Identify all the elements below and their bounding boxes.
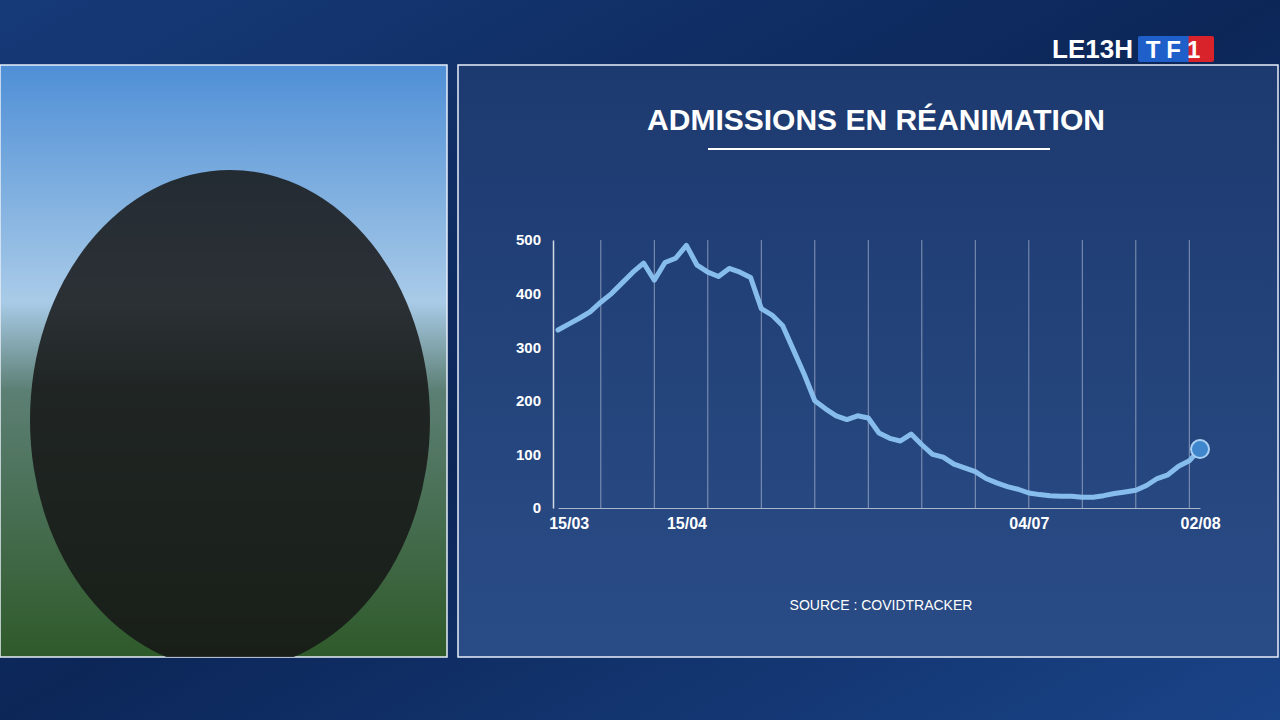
grid-line-x — [1082, 240, 1083, 508]
x-tick: 15/04 — [667, 508, 707, 532]
source-note: SOURCE : COVIDTRACKER — [790, 597, 973, 613]
y-tick-label: 200 — [516, 392, 541, 409]
plot-area — [558, 245, 1209, 497]
y-tick: 100 — [516, 446, 553, 463]
chart-title: ADMISSIONS EN RÉANIMATION — [647, 103, 1105, 136]
x-tick-label: 04/07 — [1009, 515, 1049, 532]
logo-box — [1138, 36, 1214, 62]
logo: LE13H TF1 — [1052, 34, 1214, 64]
grid-line-x — [600, 240, 601, 508]
y-tick-label: 100 — [516, 446, 541, 463]
grid-line-x — [814, 240, 815, 508]
x-axis: 15/03 15/04 04/07 02/08 — [549, 508, 1220, 532]
x-tick: 02/08 — [1180, 508, 1220, 532]
grid-line-x — [975, 240, 976, 508]
end-dot — [1191, 440, 1209, 458]
y-tick: 0 — [533, 499, 553, 516]
grid — [601, 240, 1190, 508]
channel-name: TF1 — [1146, 36, 1207, 63]
x-tick-label: 02/08 — [1180, 515, 1220, 532]
y-tick-label: 0 — [533, 499, 541, 516]
chart-panel — [458, 65, 1278, 657]
x-axis-line — [559, 508, 1201, 509]
y-tick-label: 500 — [516, 231, 541, 248]
grid-line-x — [868, 240, 869, 508]
grid-line-x — [707, 240, 708, 508]
y-tick-label: 400 — [516, 285, 541, 302]
program-name: LE13H — [1052, 34, 1133, 64]
y-tick: 300 — [516, 339, 553, 356]
x-tick: 15/03 — [549, 508, 589, 532]
y-tick: 400 — [516, 285, 553, 302]
page: LE13H TF1 ADMISSIONS EN RÉANIMATION 0 100 200… — [0, 0, 1280, 720]
title-underline — [708, 148, 1050, 150]
x-tick: 04/07 — [1009, 508, 1049, 532]
y-tick: 500 — [516, 231, 553, 248]
grid-line-x — [1028, 240, 1029, 508]
y-axis: 0 100 200 300 400 500 — [516, 231, 554, 516]
x-tick-label: 15/04 — [667, 515, 707, 532]
grid-line-x — [921, 240, 922, 508]
x-tick-label: 15/03 — [549, 515, 589, 532]
grid-line-x — [761, 240, 762, 508]
grid-line-x — [1189, 240, 1190, 508]
y-axis-line — [553, 241, 555, 509]
grid-line-x — [1135, 240, 1136, 508]
series-line — [558, 245, 1200, 497]
presenter-silhouette — [30, 170, 430, 657]
y-tick-label: 300 — [516, 339, 541, 356]
background — [0, 0, 1280, 720]
y-tick: 200 — [516, 392, 553, 409]
